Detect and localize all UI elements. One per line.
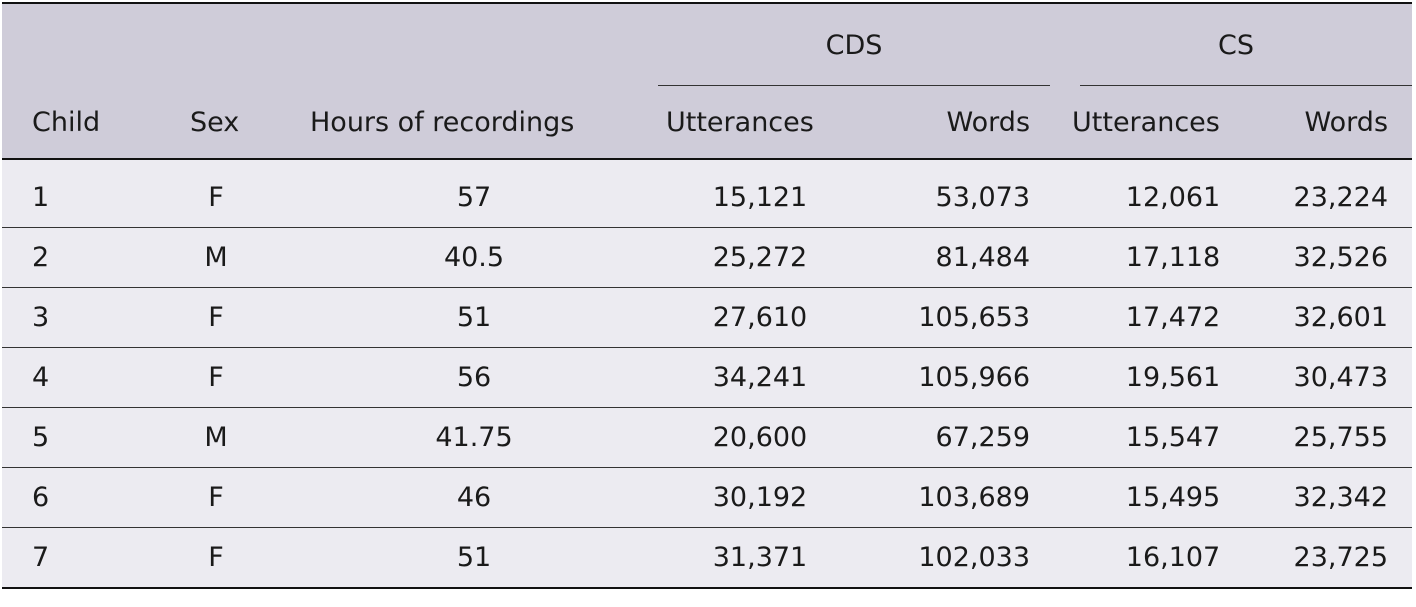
cell-sex: M <box>152 227 300 288</box>
table-row: 2 M 40.5 25,272 81,484 17,118 32,526 <box>2 227 1413 288</box>
cell-cds-utterances: 30,192 <box>648 467 872 528</box>
table-row: 1 F 57 15,121 53,073 12,061 23,224 <box>2 168 1413 228</box>
cell-child: 1 <box>2 168 152 228</box>
cell-child: 6 <box>2 467 152 528</box>
cell-hours: 40.5 <box>300 227 648 288</box>
column-header-cs-utterances: Utterances <box>1072 106 1220 138</box>
cell-child: 2 <box>2 227 152 288</box>
group-header-cs: CS <box>1060 3 1413 86</box>
cell-cds-utterances: 25,272 <box>648 227 872 288</box>
cell-cds-utterances: 34,241 <box>648 347 872 408</box>
group-header-cds-label: CDS <box>825 29 883 61</box>
cell-cs-words: 23,224 <box>1286 168 1413 228</box>
column-header-cs-words: Words <box>1304 106 1389 138</box>
cell-cds-words: 81,484 <box>872 227 1061 288</box>
cell-sex: F <box>152 467 300 528</box>
column-header-cds-utterances: Utterances <box>666 106 814 138</box>
cell-cds-utterances: 20,600 <box>648 407 872 468</box>
cell-child: 5 <box>2 407 152 468</box>
cell-sex: F <box>152 527 300 589</box>
table-row: 7 F 51 31,371 102,033 16,107 23,725 <box>2 527 1413 589</box>
cell-cds-words: 105,966 <box>872 347 1061 408</box>
cell-sex: F <box>152 168 300 228</box>
cell-sex: M <box>152 407 300 468</box>
header-column-row: Child Sex Hours of recordings Utterances… <box>2 86 1413 159</box>
column-header-sex: Sex <box>190 106 240 138</box>
cell-cs-words: 30,473 <box>1286 347 1413 408</box>
cell-cs-words: 23,725 <box>1286 527 1413 589</box>
column-header-cds-words: Words <box>946 106 1031 138</box>
cell-cds-words: 105,653 <box>872 287 1061 348</box>
cell-hours: 41.75 <box>300 407 648 468</box>
cell-cds-words: 53,073 <box>872 168 1061 228</box>
cell-hours: 57 <box>300 168 648 228</box>
cell-cds-words: 102,033 <box>872 527 1061 589</box>
cell-hours: 51 <box>300 287 648 348</box>
table-body: 1 F 57 15,121 53,073 12,061 23,224 2 M 40.5 25,272… <box>2 158 1413 589</box>
cell-cds-utterances: 31,371 <box>648 527 872 589</box>
table-row: 5 M 41.75 20,600 67,259 15,547 25,755 <box>2 407 1413 468</box>
table-row: 3 F 51 27,610 105,653 17,472 32,601 <box>2 287 1413 348</box>
cell-cds-words: 67,259 <box>872 407 1061 468</box>
cell-child: 7 <box>2 527 152 589</box>
group-header-cds: CDS <box>648 3 1060 86</box>
cell-cs-words: 32,526 <box>1286 227 1413 288</box>
cell-cs-utterances: 12,061 <box>1060 168 1287 228</box>
cell-cs-utterances: 17,118 <box>1060 227 1287 288</box>
cell-cs-words: 32,342 <box>1286 467 1413 528</box>
cell-hours: 56 <box>300 347 648 408</box>
cell-cds-utterances: 27,610 <box>648 287 872 348</box>
cell-cs-words: 25,755 <box>1286 407 1413 468</box>
cs-underline <box>1080 85 1413 86</box>
cell-cds-words: 103,689 <box>872 467 1061 528</box>
table-row: 4 F 56 34,241 105,966 19,561 30,473 <box>2 347 1413 408</box>
table-row: 6 F 46 30,192 103,689 15,495 32,342 <box>2 467 1413 528</box>
cell-child: 4 <box>2 347 152 408</box>
column-header-hours: Hours of recordings <box>310 106 575 138</box>
cell-hours: 51 <box>300 527 648 589</box>
cell-cs-utterances: 16,107 <box>1060 527 1287 589</box>
group-header-cs-label: CS <box>1218 29 1255 61</box>
cell-child: 3 <box>2 287 152 348</box>
cell-cs-words: 32,601 <box>1286 287 1413 348</box>
cell-sex: F <box>152 347 300 408</box>
data-table: CDS CS Child Sex Hours of recordings Utt… <box>2 2 1413 589</box>
cell-sex: F <box>152 287 300 348</box>
cds-underline <box>658 85 1051 86</box>
cell-cds-utterances: 15,121 <box>648 168 872 228</box>
cell-cs-utterances: 15,547 <box>1060 407 1287 468</box>
header-group-row: CDS CS <box>2 3 1413 86</box>
column-header-child: Child <box>32 106 101 138</box>
cell-hours: 46 <box>300 467 648 528</box>
cell-cs-utterances: 17,472 <box>1060 287 1287 348</box>
cell-cs-utterances: 19,561 <box>1060 347 1287 408</box>
cell-cs-utterances: 15,495 <box>1060 467 1287 528</box>
